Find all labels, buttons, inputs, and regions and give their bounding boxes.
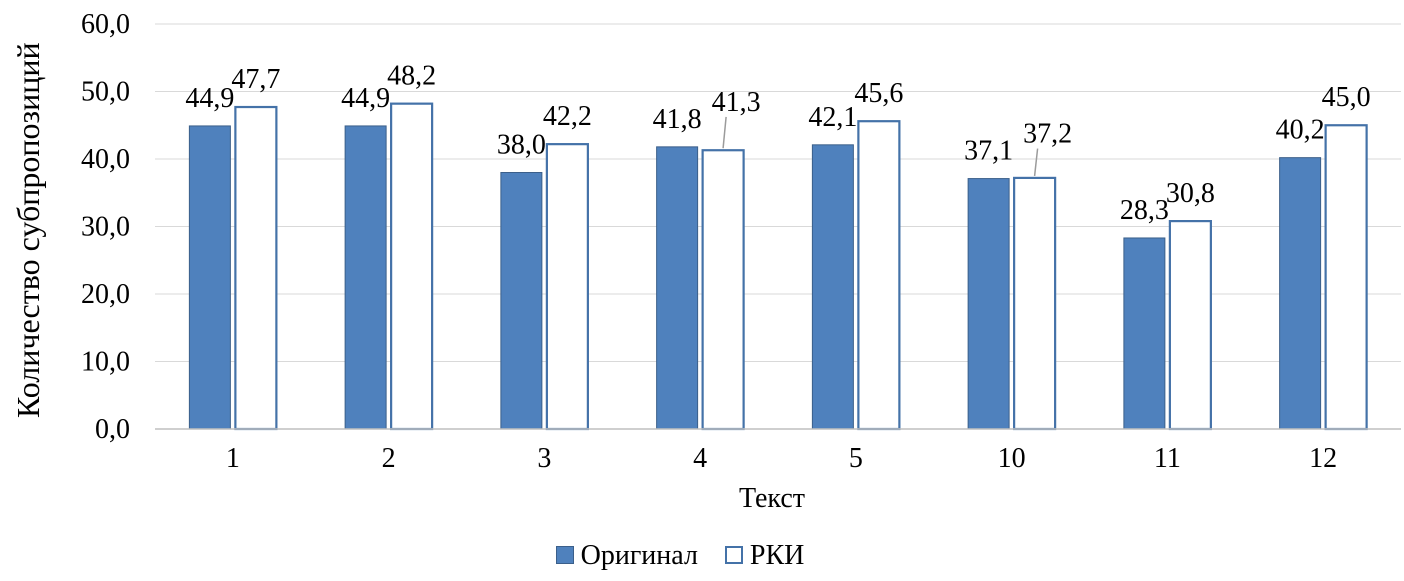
svg-text:11: 11 xyxy=(1154,443,1181,474)
svg-text:38,0: 38,0 xyxy=(497,130,546,161)
svg-text:48,2: 48,2 xyxy=(387,61,436,92)
svg-text:40,0: 40,0 xyxy=(81,144,130,175)
svg-text:41,8: 41,8 xyxy=(653,104,702,135)
svg-text:20,0: 20,0 xyxy=(81,279,130,310)
svg-text:28,3: 28,3 xyxy=(1120,195,1169,226)
svg-text:44,9: 44,9 xyxy=(341,83,390,114)
svg-text:30,0: 30,0 xyxy=(81,212,130,243)
svg-text:41,3: 41,3 xyxy=(712,87,761,118)
svg-text:45,0: 45,0 xyxy=(1322,82,1371,113)
svg-text:60,0: 60,0 xyxy=(81,9,130,40)
svg-text:37,1: 37,1 xyxy=(964,136,1013,167)
svg-text:37,2: 37,2 xyxy=(1023,119,1072,150)
svg-text:1: 1 xyxy=(226,443,240,474)
svg-text:0,0: 0,0 xyxy=(95,414,130,445)
svg-text:42,2: 42,2 xyxy=(543,101,592,132)
svg-text:10: 10 xyxy=(998,443,1026,474)
svg-text:4: 4 xyxy=(693,443,707,474)
svg-text:47,7: 47,7 xyxy=(231,64,280,95)
svg-text:45,6: 45,6 xyxy=(854,78,903,109)
svg-text:10,0: 10,0 xyxy=(81,347,130,378)
svg-text:44,9: 44,9 xyxy=(185,83,234,114)
svg-text:30,8: 30,8 xyxy=(1166,178,1215,209)
svg-text:3: 3 xyxy=(537,443,551,474)
svg-text:42,1: 42,1 xyxy=(808,102,857,133)
svg-text:2: 2 xyxy=(382,443,396,474)
svg-text:5: 5 xyxy=(849,443,863,474)
svg-text:50,0: 50,0 xyxy=(81,77,130,108)
svg-text:12: 12 xyxy=(1309,443,1337,474)
svg-text:40,2: 40,2 xyxy=(1276,115,1325,146)
